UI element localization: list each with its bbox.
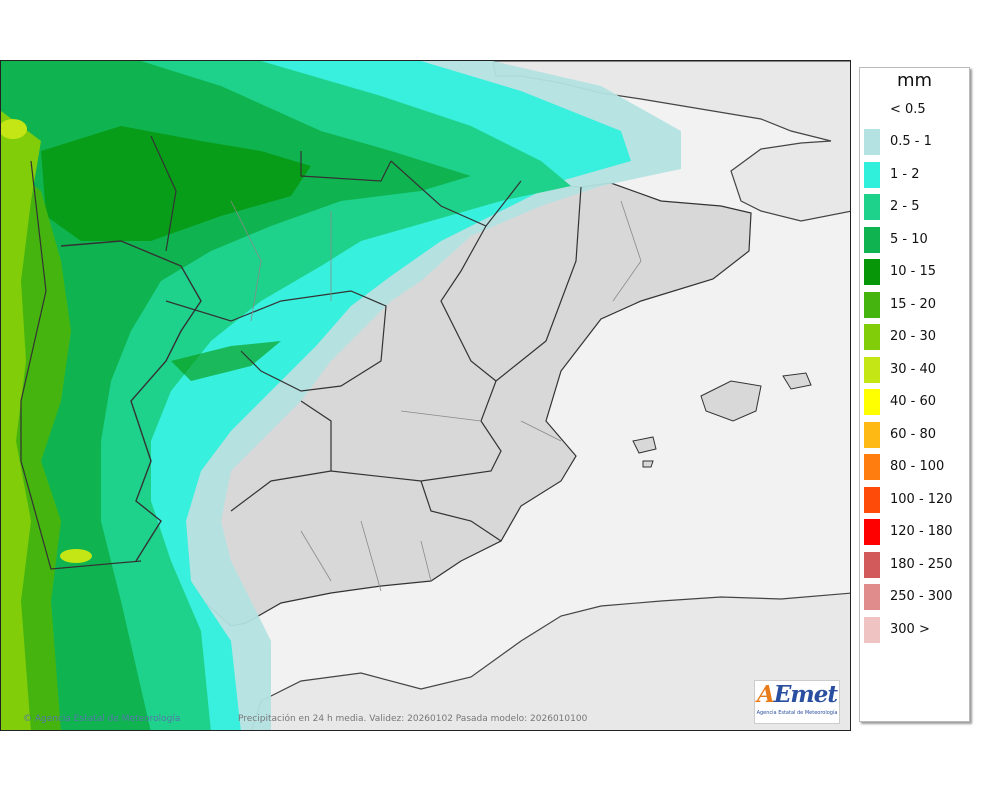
precipitation-map: © Agencia Estatal de Meteorología Precip…	[0, 60, 851, 731]
aemet-logo: AEmet Agencia Estatal de Meteorología	[754, 680, 840, 724]
legend-swatch	[864, 194, 880, 220]
legend-label: 180 - 250	[890, 556, 953, 572]
precip-zone-20-30	[1, 111, 41, 730]
legend-label: 2 - 5	[890, 199, 920, 214]
legend-swatch	[864, 486, 880, 513]
legend-label: 15 - 20	[890, 296, 937, 312]
legend: mm < 0.5 0.5 - 1 1 - 2 2 - 5 5 - 10 10 - 15 1…	[859, 67, 970, 722]
regional-borders	[150, 135, 582, 542]
logo-suffix: Emet	[773, 681, 838, 708]
legend-label: 40 - 60	[890, 394, 937, 409]
legend-swatch	[864, 519, 880, 545]
spain-portugal-border	[60, 240, 202, 562]
map-caption: Precipitación en 24 h media. Validez: 20…	[238, 714, 588, 724]
legend-label: 300 >	[890, 621, 930, 637]
legend-label: 10 - 15	[890, 264, 937, 279]
legend-first-label: < 0.5	[890, 102, 926, 117]
precip-zone-10-15	[41, 126, 311, 241]
legend-swatch	[864, 551, 880, 578]
legend-label: 20 - 30	[890, 329, 937, 344]
portugal-coast	[20, 160, 142, 570]
legend-label: 100 - 120	[890, 491, 953, 507]
legend-label: 30 - 40	[890, 361, 937, 377]
legend-swatch	[864, 226, 880, 253]
legend-label: 250 - 300	[890, 589, 953, 604]
legend-swatch	[864, 324, 880, 350]
map-canvas	[1, 61, 850, 730]
legend-label: 60 - 80	[890, 426, 937, 442]
legend-label: 0.5 - 1	[890, 134, 932, 149]
precip-zone-10-15-centre	[171, 341, 281, 381]
precip-zone-30-40-north	[1, 119, 27, 139]
menorca	[782, 372, 812, 390]
legend-label: 80 - 100	[890, 459, 945, 474]
formentera	[642, 460, 654, 468]
legend-swatch	[864, 356, 880, 383]
legend-label: 5 - 10	[890, 231, 928, 247]
north-africa-landmass	[251, 592, 850, 730]
copyright-credit: © Agencia Estatal de Meteorología	[23, 714, 181, 724]
legend-swatch	[864, 259, 880, 285]
ibiza	[632, 436, 657, 454]
legend-swatch	[864, 454, 880, 480]
logo-prefix: A	[757, 681, 775, 708]
legend-swatch	[864, 421, 880, 448]
legend-label: 120 - 180	[890, 524, 953, 539]
legend-swatch	[864, 291, 880, 318]
legend-title: mm	[896, 70, 933, 91]
legend-swatch	[864, 129, 880, 155]
legend-label: 1 - 2	[890, 166, 920, 182]
legend-swatch	[864, 389, 880, 415]
mallorca	[700, 380, 762, 422]
province-borders	[230, 200, 642, 592]
legend-swatch	[864, 161, 880, 188]
legend-swatch	[864, 584, 880, 610]
logo-subtitle: Agencia Estatal de Meteorología	[756, 710, 838, 716]
precip-zone-30-40	[60, 549, 92, 563]
legend-swatch	[864, 616, 880, 643]
